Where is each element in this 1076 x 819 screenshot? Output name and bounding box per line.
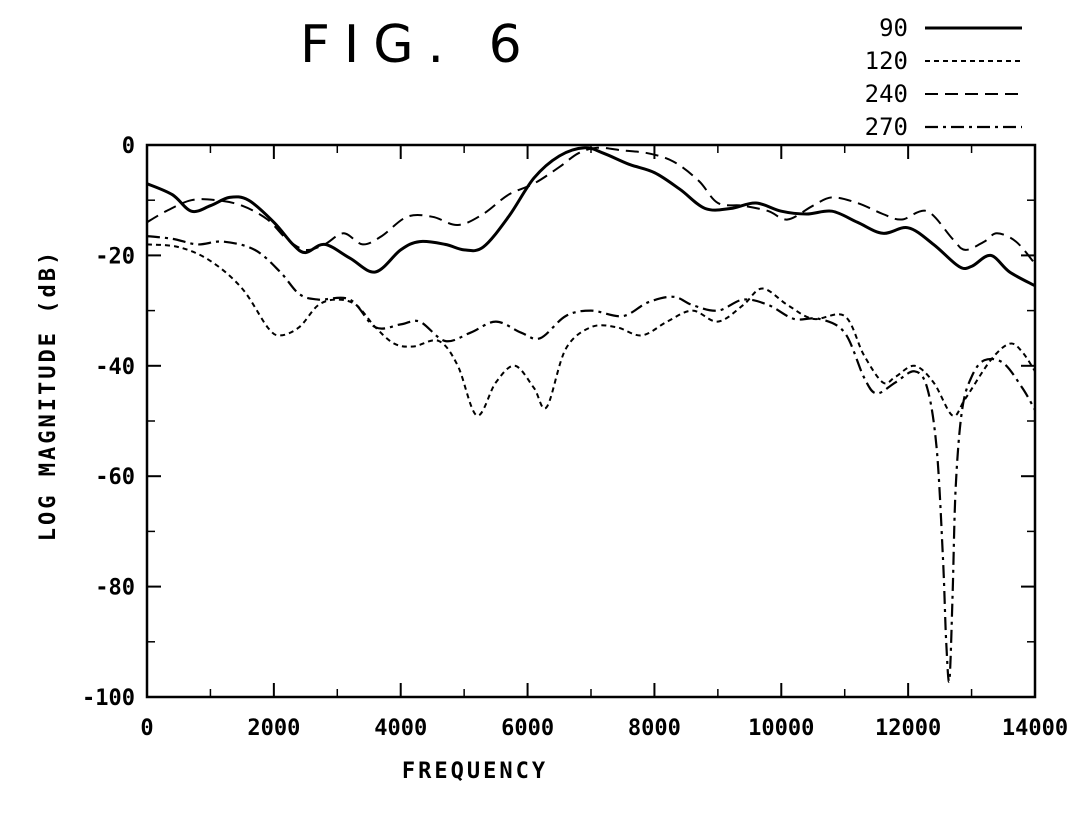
x-tick-label: 0 [140, 716, 153, 741]
x-tick-label: 6000 [501, 716, 554, 741]
legend-label: 270 [865, 113, 908, 141]
series-layer [146, 146, 1036, 683]
legend-label: 240 [865, 80, 908, 108]
x-tick-label: 8000 [628, 716, 681, 741]
x-axis-label: FREQUENCY [402, 759, 548, 784]
x-tick-label: 2000 [247, 716, 300, 741]
y-tick-label: -80 [95, 576, 135, 601]
series-line-270 [146, 235, 1036, 683]
plot-area [145, 143, 1037, 699]
y-tick-label: -20 [95, 244, 135, 269]
legend-label: 90 [879, 14, 908, 42]
series-line-240 [146, 146, 1036, 265]
axis-ticks [146, 144, 1036, 698]
series-line-120 [146, 243, 1036, 417]
y-tick-label: 0 [122, 134, 135, 159]
y-tick-label: -60 [95, 465, 135, 490]
figure-title: FIG. 6 [300, 15, 536, 75]
y-tick-label: -100 [82, 686, 135, 711]
series-line-90 [146, 146, 1036, 288]
x-tick-label: 14000 [1002, 716, 1068, 741]
legend-label: 120 [865, 47, 908, 75]
tick-labels: 0 2000 4000 6000 8000 10000 12000 14000 0 -20 -40 -… [82, 134, 1068, 741]
x-tick-label: 10000 [748, 716, 814, 741]
y-axis-label: LOG MAGNITUDE (dB) [36, 249, 61, 541]
x-tick-label: 4000 [374, 716, 427, 741]
x-tick-label: 12000 [875, 716, 941, 741]
legend: 90 120 240 270 [865, 14, 1022, 141]
y-tick-label: -40 [95, 355, 135, 380]
